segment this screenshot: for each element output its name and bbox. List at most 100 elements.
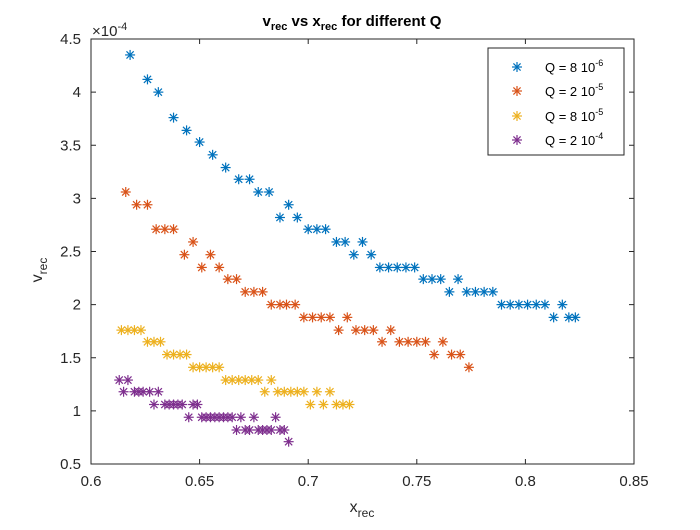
data-point <box>368 325 379 336</box>
data-point <box>274 212 285 223</box>
legend-marker <box>512 135 522 145</box>
x-tick-label: 0.8 <box>515 473 536 490</box>
data-point <box>374 262 385 273</box>
data-point <box>283 199 294 210</box>
data-point <box>557 299 568 310</box>
data-point <box>183 412 194 423</box>
legend-label-exponent: -4 <box>595 131 603 141</box>
series-3 <box>116 325 355 410</box>
data-point <box>505 299 516 310</box>
y-tick-label: 1 <box>73 403 81 420</box>
x-tick-label: 0.85 <box>619 473 648 490</box>
data-point <box>437 336 448 347</box>
data-point <box>303 224 314 235</box>
legend-box <box>487 47 625 156</box>
data-point <box>290 299 301 310</box>
legend-marker-glyph <box>512 62 522 72</box>
data-point <box>168 224 179 235</box>
y-tick-label: 4.5 <box>60 31 81 48</box>
data-point <box>548 312 559 323</box>
y-tick-label: 1.5 <box>60 350 81 367</box>
data-point <box>298 312 309 323</box>
data-point <box>151 224 162 235</box>
data-point <box>427 274 438 285</box>
data-point <box>214 362 225 373</box>
data-point <box>331 399 342 410</box>
data-point <box>570 312 581 323</box>
title-v: v <box>263 13 272 30</box>
data-point <box>264 187 275 197</box>
legend-marker <box>512 111 522 121</box>
data-point <box>455 349 466 360</box>
data-point <box>129 325 140 336</box>
legend: Q = 8 10-6 Q = 2 10-5 Q = 8 10-5 Q = 2 1… <box>487 47 625 156</box>
data-point <box>153 87 164 98</box>
legend-label-exponent: -5 <box>595 82 603 92</box>
title-end: for different Q <box>337 13 441 30</box>
data-point <box>148 399 159 410</box>
data-point <box>248 286 259 297</box>
data-point <box>194 137 205 148</box>
data-point <box>429 349 440 360</box>
data-point <box>220 162 231 173</box>
data-point <box>235 412 246 423</box>
axes: 0.6 0.65 0.7 0.75 0.8 0.85 0.5 1 1.5 2 2.5 3 3.5 4 4.5 <box>60 31 648 490</box>
data-point <box>513 299 524 310</box>
data-point <box>444 286 455 297</box>
data-point <box>420 336 431 347</box>
data-point <box>400 262 411 273</box>
data-point <box>142 199 153 210</box>
legend-marker <box>512 62 522 72</box>
legend-marker-glyph <box>512 135 522 145</box>
data-point <box>168 112 179 123</box>
data-point <box>240 286 251 297</box>
y-tick-label: 3 <box>73 190 81 207</box>
data-point <box>522 299 533 310</box>
legend-label-exponent: -5 <box>595 107 603 117</box>
x-tick-label: 0.6 <box>81 473 102 490</box>
series-1 <box>125 49 581 323</box>
data-point <box>292 212 303 223</box>
data-point <box>192 399 203 410</box>
data-point <box>253 375 264 386</box>
data-point <box>153 386 164 397</box>
y-exponent-prefix: ×10 <box>92 23 117 40</box>
y-axis-label: vrec <box>29 258 50 283</box>
data-point <box>318 399 329 410</box>
data-point <box>409 262 420 273</box>
data-point <box>357 236 368 247</box>
data-point <box>162 349 173 360</box>
y-axis-exponent: ×10-4 <box>92 21 127 40</box>
data-point <box>463 362 474 373</box>
legend-label: Q = 2 10-5 <box>545 82 603 99</box>
data-point <box>248 412 259 423</box>
data-point <box>142 336 153 347</box>
legend-item: Q = 8 10-5 <box>512 107 603 124</box>
data-point <box>155 336 166 347</box>
data-point <box>207 149 218 160</box>
data-point <box>181 125 192 136</box>
legend-label: Q = 2 10-4 <box>545 131 603 148</box>
data-point <box>214 262 225 273</box>
data-point <box>142 74 153 85</box>
legend-label-exponent: -6 <box>595 58 603 68</box>
y-label-main: v <box>29 274 46 282</box>
legend-marker-glyph <box>512 86 522 96</box>
data-point <box>281 299 292 310</box>
y-tick-label: 3.5 <box>60 137 81 154</box>
data-point <box>342 312 353 323</box>
legend-item: Q = 8 10-6 <box>512 58 603 75</box>
data-point <box>222 274 233 285</box>
data-point <box>385 325 396 336</box>
data-point <box>283 436 294 447</box>
data-point <box>120 187 131 197</box>
data-point <box>461 286 472 297</box>
legend-label-main: Q = 2 10 <box>545 84 595 99</box>
data-point <box>411 336 422 347</box>
data-point <box>253 187 264 197</box>
data-point <box>138 386 149 397</box>
data-point <box>266 299 277 310</box>
data-point <box>196 262 207 273</box>
series-4 <box>114 375 294 447</box>
